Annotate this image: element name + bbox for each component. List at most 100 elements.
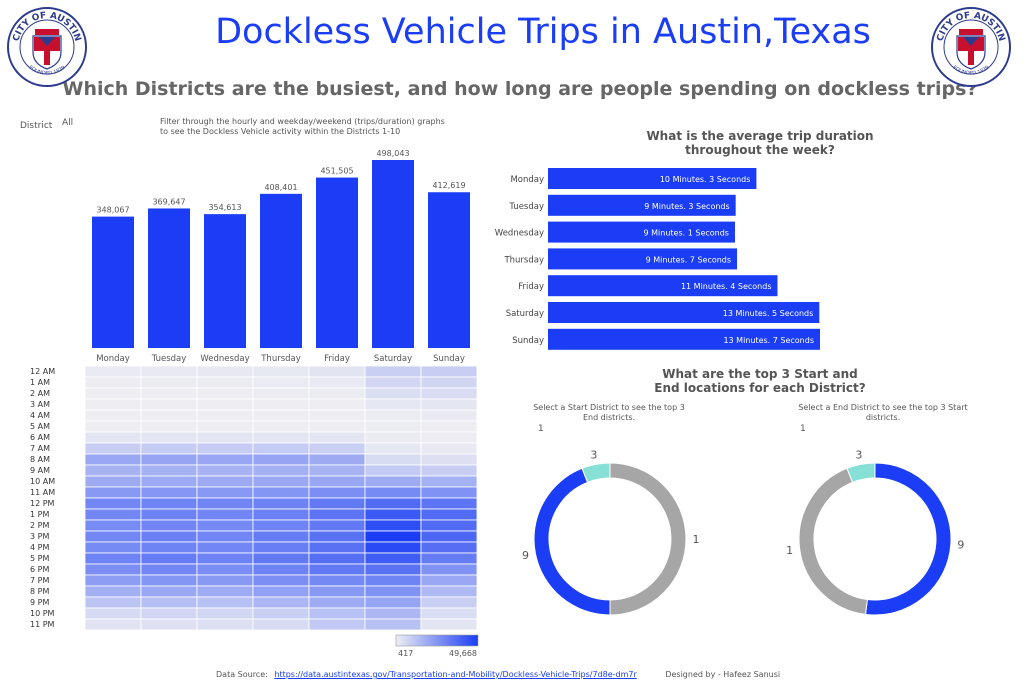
heatmap-cell[interactable] bbox=[140, 442, 198, 455]
end-district-select[interactable]: 1 bbox=[800, 424, 806, 434]
heatmap-cell[interactable] bbox=[140, 486, 198, 499]
heatmap-cell[interactable] bbox=[308, 442, 366, 455]
heatmap-cell[interactable] bbox=[420, 387, 478, 400]
district-filter-select[interactable]: All bbox=[62, 118, 74, 128]
heatmap-cell[interactable] bbox=[196, 508, 254, 521]
heatmap-cell[interactable] bbox=[84, 420, 142, 433]
heatmap-cell[interactable] bbox=[196, 464, 254, 477]
heatmap-cell[interactable] bbox=[196, 398, 254, 411]
heatmap-cell[interactable] bbox=[308, 541, 366, 554]
start-district-select[interactable]: 1 bbox=[538, 424, 544, 434]
heatmap-cell[interactable] bbox=[364, 552, 422, 565]
heatmap-cell[interactable] bbox=[420, 541, 478, 554]
heatmap-cell[interactable] bbox=[420, 409, 478, 422]
heatmap-cell[interactable] bbox=[420, 585, 478, 598]
heatmap-cell[interactable] bbox=[84, 453, 142, 466]
heatmap-cell[interactable] bbox=[364, 497, 422, 510]
heatmap-cell[interactable] bbox=[252, 431, 310, 444]
heatmap-cell[interactable] bbox=[140, 453, 198, 466]
heatmap-cell[interactable] bbox=[420, 442, 478, 455]
heatmap-cell[interactable] bbox=[252, 464, 310, 477]
heatmap-cell[interactable] bbox=[140, 618, 198, 631]
heatmap-cell[interactable] bbox=[252, 442, 310, 455]
heatmap-cell[interactable] bbox=[140, 519, 198, 532]
heatmap-cell[interactable] bbox=[364, 486, 422, 499]
heatmap-cell[interactable] bbox=[252, 563, 310, 576]
heatmap-cell[interactable] bbox=[84, 497, 142, 510]
heatmap-cell[interactable] bbox=[140, 541, 198, 554]
heatmap-cell[interactable] bbox=[252, 387, 310, 400]
heatmap-cell[interactable] bbox=[308, 607, 366, 620]
heatmap-cell[interactable] bbox=[420, 596, 478, 609]
heatmap-cell[interactable] bbox=[420, 453, 478, 466]
heatmap-cell[interactable] bbox=[140, 420, 198, 433]
heatmap-cell[interactable] bbox=[308, 596, 366, 609]
heatmap-cell[interactable] bbox=[308, 409, 366, 422]
heatmap-cell[interactable] bbox=[140, 508, 198, 521]
heatmap-cell[interactable] bbox=[364, 607, 422, 620]
heatmap-cell[interactable] bbox=[140, 574, 198, 587]
heatmap-cell[interactable] bbox=[196, 519, 254, 532]
heatmap-cell[interactable] bbox=[364, 574, 422, 587]
heatmap-cell[interactable] bbox=[252, 420, 310, 433]
heatmap-cell[interactable] bbox=[196, 563, 254, 576]
heatmap-cell[interactable] bbox=[84, 585, 142, 598]
heatmap-cell[interactable] bbox=[252, 486, 310, 499]
heatmap-cell[interactable] bbox=[308, 530, 366, 543]
heatmap-cell[interactable] bbox=[308, 398, 366, 411]
heatmap-cell[interactable] bbox=[252, 552, 310, 565]
donut-slice-district-3[interactable] bbox=[581, 462, 611, 483]
heatmap-cell[interactable] bbox=[252, 607, 310, 620]
heatmap-cell[interactable] bbox=[84, 563, 142, 576]
heatmap-cell[interactable] bbox=[308, 387, 366, 400]
heatmap-cell[interactable] bbox=[420, 552, 478, 565]
heatmap-cell[interactable] bbox=[308, 563, 366, 576]
heatmap-cell[interactable] bbox=[196, 497, 254, 510]
heatmap-cell[interactable] bbox=[196, 475, 254, 488]
heatmap-cell[interactable] bbox=[308, 376, 366, 389]
heatmap-cell[interactable] bbox=[420, 574, 478, 587]
heatmap-cell[interactable] bbox=[196, 376, 254, 389]
heatmap-cell[interactable] bbox=[140, 607, 198, 620]
heatmap-cell[interactable] bbox=[252, 574, 310, 587]
heatmap-cell[interactable] bbox=[84, 387, 142, 400]
heatmap-cell[interactable] bbox=[196, 420, 254, 433]
heatmap-cell[interactable] bbox=[196, 607, 254, 620]
heatmap-cell[interactable] bbox=[308, 486, 366, 499]
weekday-bar-sunday[interactable] bbox=[428, 192, 470, 348]
heatmap-cell[interactable] bbox=[84, 519, 142, 532]
heatmap-cell[interactable] bbox=[84, 475, 142, 488]
heatmap-cell[interactable] bbox=[196, 541, 254, 554]
heatmap-cell[interactable] bbox=[420, 497, 478, 510]
heatmap-cell[interactable] bbox=[252, 618, 310, 631]
heatmap-cell[interactable] bbox=[196, 596, 254, 609]
donut-slice-district-1[interactable] bbox=[609, 462, 687, 616]
heatmap-cell[interactable] bbox=[196, 409, 254, 422]
heatmap-cell[interactable] bbox=[364, 409, 422, 422]
heatmap-cell[interactable] bbox=[308, 618, 366, 631]
heatmap-cell[interactable] bbox=[84, 431, 142, 444]
weekday-bar-saturday[interactable] bbox=[372, 160, 414, 348]
donut-slice-district-9[interactable] bbox=[864, 462, 952, 616]
heatmap-cell[interactable] bbox=[252, 365, 310, 378]
heatmap-cell[interactable] bbox=[140, 497, 198, 510]
weekday-bar-friday[interactable] bbox=[316, 177, 358, 348]
heatmap-cell[interactable] bbox=[84, 464, 142, 477]
heatmap-cell[interactable] bbox=[84, 486, 142, 499]
weekday-bar-thursday[interactable] bbox=[260, 193, 302, 348]
heatmap-cell[interactable] bbox=[308, 508, 366, 521]
heatmap-cell[interactable] bbox=[364, 453, 422, 466]
heatmap-cell[interactable] bbox=[308, 497, 366, 510]
heatmap-cell[interactable] bbox=[140, 409, 198, 422]
heatmap-cell[interactable] bbox=[252, 409, 310, 422]
heatmap-cell[interactable] bbox=[364, 464, 422, 477]
heatmap-cell[interactable] bbox=[420, 464, 478, 477]
heatmap-cell[interactable] bbox=[364, 508, 422, 521]
heatmap-cell[interactable] bbox=[196, 530, 254, 543]
weekday-bar-wednesday[interactable] bbox=[204, 214, 246, 348]
heatmap-cell[interactable] bbox=[252, 475, 310, 488]
heatmap-cell[interactable] bbox=[196, 453, 254, 466]
heatmap-cell[interactable] bbox=[140, 585, 198, 598]
heatmap-cell[interactable] bbox=[308, 574, 366, 587]
heatmap-cell[interactable] bbox=[308, 431, 366, 444]
